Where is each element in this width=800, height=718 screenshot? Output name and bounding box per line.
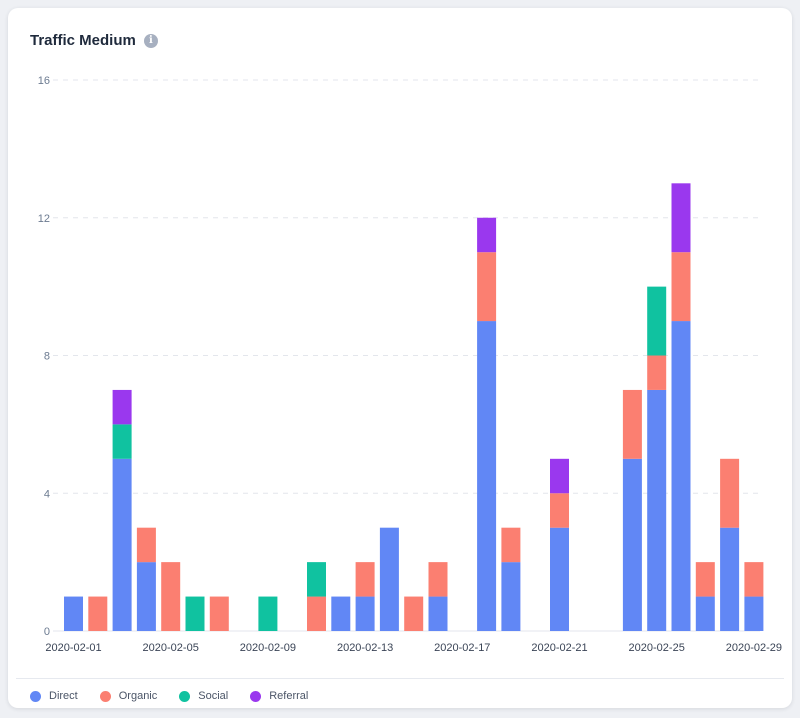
y-tick-label: 12 (38, 213, 50, 225)
legend-divider (16, 678, 784, 679)
stacked-bar-chart: 0 4 8 12 16 2020-02-01 2020-02-05 2020-02-09 202… (38, 75, 782, 654)
bar-organic-2020-02-21[interactable] (550, 493, 569, 528)
bar-organic-2020-02-25[interactable] (647, 355, 667, 390)
bar-organic-2020-02-28[interactable] (720, 458, 740, 528)
legend-item-referral[interactable]: Referral (250, 690, 308, 702)
bar-direct-2020-02-21[interactable] (550, 527, 569, 631)
bar-social-2020-02-06[interactable] (185, 596, 205, 631)
legend-label: Social (198, 690, 229, 702)
bar-organic-2020-02-24[interactable] (622, 389, 642, 459)
bar-direct-2020-02-26[interactable] (671, 321, 691, 631)
legend-dot-icon (99, 690, 111, 702)
bar-organic-2020-02-11[interactable] (307, 596, 326, 631)
bar-organic-2020-02-07[interactable] (209, 596, 229, 631)
x-tick-label: 2020-02-01 (45, 642, 101, 654)
bar-organic-2020-02-26[interactable] (671, 252, 691, 322)
bar-direct-2020-02-16[interactable] (428, 596, 448, 631)
bar-organic-2020-02-13[interactable] (355, 562, 375, 597)
bar-direct-2020-02-13[interactable] (355, 596, 375, 631)
bar-referral-2020-02-03[interactable] (112, 389, 132, 425)
legend-dot-icon (179, 690, 191, 702)
y-tick-label: 0 (44, 626, 50, 638)
chart-legend: Direct Organic Social Referral (30, 690, 330, 702)
traffic-medium-card: 0 4 8 12 16 2020-02-01 2020-02-05 2020-02-09 202… (8, 8, 792, 708)
bar-social-2020-02-25[interactable] (647, 286, 667, 356)
bar-direct-2020-02-04[interactable] (136, 562, 156, 631)
bar-referral-2020-02-18[interactable] (477, 217, 497, 253)
bar-direct-2020-02-19[interactable] (501, 562, 521, 631)
legend-label: Referral (269, 690, 309, 702)
bar-direct-2020-02-24[interactable] (622, 458, 642, 631)
bar-direct-2020-02-25[interactable] (647, 389, 667, 631)
y-tick-label: 16 (38, 75, 50, 87)
bar-social-2020-02-09[interactable] (258, 596, 278, 631)
x-tick-label: 2020-02-21 (531, 642, 587, 654)
bar-direct-2020-02-28[interactable] (720, 527, 740, 631)
bar-direct-2020-02-12[interactable] (331, 596, 351, 631)
bar-organic-2020-02-18[interactable] (477, 252, 497, 322)
y-tick-label: 4 (44, 488, 50, 500)
bar-organic-2020-02-27[interactable] (695, 562, 715, 597)
bar-direct-2020-02-27[interactable] (695, 596, 715, 631)
legend-item-direct[interactable]: Direct (30, 690, 78, 702)
legend-item-social[interactable]: Social (179, 690, 228, 702)
legend-label: Direct (49, 690, 78, 702)
bar-referral-2020-02-26[interactable] (671, 183, 691, 253)
card-header: Traffic Medium i (30, 32, 158, 49)
bar-organic-2020-02-19[interactable] (501, 527, 521, 563)
legend-label: Organic (118, 690, 158, 702)
y-tick-label: 8 (44, 351, 50, 363)
x-tick-label: 2020-02-09 (240, 642, 296, 654)
legend-item-organic[interactable]: Organic (99, 690, 158, 702)
legend-dot-icon (250, 690, 262, 702)
bar-direct-2020-02-18[interactable] (477, 321, 497, 631)
bar-referral-2020-02-21[interactable] (550, 458, 569, 494)
legend-dot-icon (30, 690, 41, 702)
bar-organic-2020-02-04[interactable] (136, 527, 156, 563)
chart-title: Traffic Medium (30, 32, 136, 49)
x-tick-label: 2020-02-13 (337, 642, 393, 654)
bar-organic-2020-02-16[interactable] (428, 562, 448, 597)
bar-organic-2020-02-02[interactable] (88, 596, 108, 631)
bar-direct-2020-02-03[interactable] (112, 458, 132, 631)
info-icon[interactable]: i (143, 33, 158, 48)
bar-social-2020-02-03[interactable] (112, 424, 132, 459)
x-tick-label: 2020-02-05 (143, 642, 199, 654)
bar-direct-2020-02-14[interactable] (379, 527, 399, 631)
bar-social-2020-02-11[interactable] (307, 562, 326, 597)
x-tick-label: 2020-02-17 (434, 642, 490, 654)
x-tick-label: 2020-02-29 (726, 642, 782, 654)
x-tick-label: 2020-02-25 (629, 642, 685, 654)
bar-organic-2020-02-15[interactable] (404, 596, 424, 631)
bar-organic-2020-02-05[interactable] (161, 562, 181, 631)
bar-organic-2020-02-29[interactable] (744, 562, 764, 597)
bar-direct-2020-02-29[interactable] (744, 596, 764, 631)
bar-direct-2020-02-01[interactable] (64, 596, 83, 631)
